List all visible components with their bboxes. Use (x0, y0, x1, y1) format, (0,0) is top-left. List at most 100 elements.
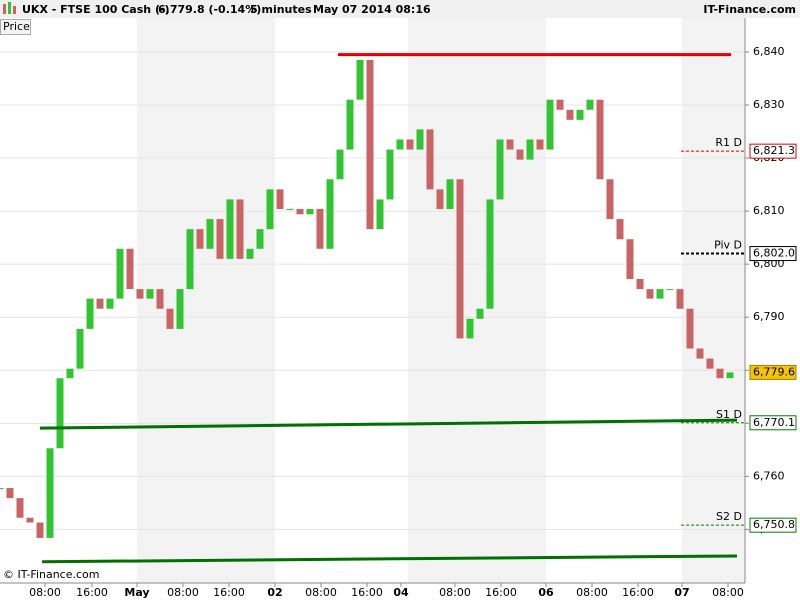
candle (36, 522, 44, 538)
day-band (682, 18, 745, 583)
candle (696, 348, 704, 359)
candle (386, 149, 394, 200)
x-tick-label: 16:00 (213, 586, 245, 599)
symbol: UKX - FTSE 100 Cash (-) (22, 3, 170, 16)
candle (136, 289, 144, 299)
candle (676, 289, 684, 309)
brand: IT-Finance.com (703, 3, 796, 16)
x-tick-label: 06 (538, 586, 554, 599)
candle (336, 149, 344, 180)
candle (176, 289, 184, 329)
candle (406, 139, 414, 150)
candle (516, 149, 524, 160)
candle (306, 208, 314, 215)
level-value: 6,821.3 (753, 144, 795, 157)
candle (636, 279, 644, 290)
candle (546, 99, 554, 150)
x-tick-label: 04 (393, 586, 409, 599)
candle (26, 517, 34, 523)
candle (476, 308, 484, 319)
y-tick-label: 6,790 (753, 310, 785, 323)
level-box (749, 246, 797, 262)
candle (316, 208, 324, 249)
level-value: 6,802.0 (753, 247, 795, 260)
candle (376, 199, 384, 230)
panel-tab (0, 19, 31, 35)
datetime: May 07 2014 08:16 (313, 3, 431, 16)
candle (486, 199, 494, 309)
level-name: S1 D (716, 408, 742, 421)
candle (626, 239, 634, 280)
candle (76, 328, 84, 369)
x-tick-label: 08:00 (576, 586, 608, 599)
y-tick-label: 6,830 (753, 98, 785, 111)
candle (166, 308, 174, 329)
candle (426, 129, 434, 190)
level-value: 6,750.8 (753, 518, 795, 531)
candle (706, 358, 714, 369)
candle (646, 289, 654, 299)
level-name: Piv D (714, 239, 742, 252)
last-price-box (749, 364, 797, 380)
candle (596, 99, 604, 180)
candle (296, 208, 304, 215)
candle (156, 289, 164, 309)
candle (326, 179, 334, 249)
quote: 6,779.8 (-0.14%) (158, 3, 261, 16)
candle (106, 298, 114, 309)
level-value: 6,770.1 (753, 416, 795, 429)
candle (6, 488, 14, 499)
y-tick-label: 6,760 (753, 469, 785, 482)
copyright: © IT-Finance.com (3, 568, 100, 581)
x-tick-label: 02 (267, 586, 282, 599)
interval: 5 minutes (250, 3, 312, 16)
candle (466, 318, 474, 339)
candle (46, 448, 54, 538)
candle (496, 139, 504, 200)
candle (446, 179, 454, 209)
last-price-label: 6,779.6 (753, 365, 795, 378)
candle (206, 219, 214, 249)
candle (196, 229, 204, 249)
candle (186, 229, 194, 290)
x-tick-label: 07 (674, 586, 689, 599)
x-tick-label: 08:00 (167, 586, 199, 599)
y-tick-label: 6,840 (753, 45, 785, 58)
candle (576, 109, 584, 120)
candle (456, 179, 464, 339)
x-tick-label: 08:00 (439, 586, 471, 599)
candle (146, 289, 154, 299)
candle (96, 298, 104, 309)
x-tick-label: 16:00 (76, 586, 108, 599)
candle (686, 308, 694, 349)
candle (346, 99, 354, 150)
level-box (749, 143, 797, 159)
day-band (408, 18, 546, 583)
x-tick-label: 08:00 (305, 586, 337, 599)
candle (416, 129, 424, 150)
x-tick-label: 08:00 (712, 586, 744, 599)
candle (256, 229, 264, 249)
candle (16, 498, 24, 518)
level-box (749, 415, 797, 431)
candle (396, 139, 404, 150)
y-tick-label: 6,810 (753, 204, 785, 217)
candle (116, 248, 124, 299)
x-tick-label: 16:00 (485, 586, 517, 599)
candle (276, 189, 284, 209)
candle (66, 368, 74, 379)
level-name: R1 D (715, 136, 742, 149)
logo (3, 2, 16, 14)
level-name: S2 D (716, 510, 742, 523)
candle (86, 298, 94, 329)
candle (506, 139, 514, 150)
trendline (41, 554, 738, 564)
candle (0, 488, 4, 490)
candle (616, 219, 624, 240)
candle (246, 248, 254, 259)
x-tick-label: 16:00 (351, 586, 383, 599)
candle (266, 189, 274, 230)
header-bar (0, 0, 800, 18)
